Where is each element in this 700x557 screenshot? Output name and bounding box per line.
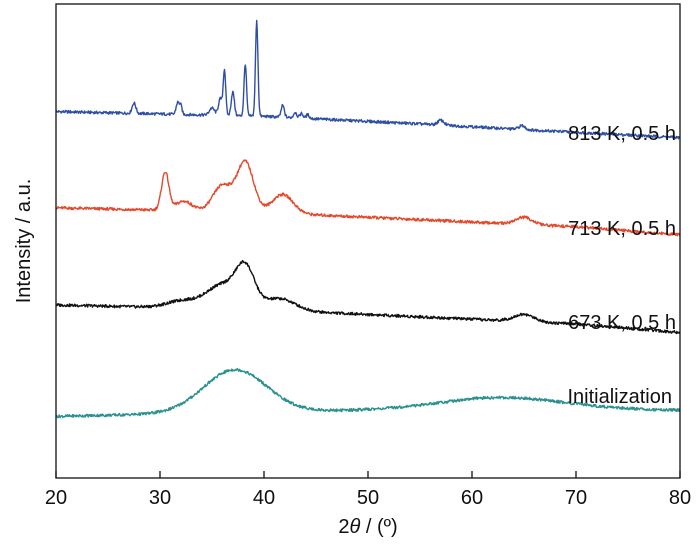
series-label-4: Initialization bbox=[567, 386, 672, 408]
series-line-4 bbox=[55, 367, 681, 419]
x-tick-label: 60 bbox=[461, 487, 483, 509]
series-label-1: 813 K, 0.5 h bbox=[568, 123, 676, 145]
x-tick-label: 70 bbox=[565, 487, 587, 509]
series-line-2 bbox=[55, 159, 681, 237]
series-label-2: 713 K, 0.5 h bbox=[568, 218, 676, 240]
series-labels: 813 K, 0.5 h 713 K, 0.5 h 673 K, 0.5 h Init… bbox=[567, 123, 676, 408]
x-axis-ticks bbox=[55, 471, 681, 478]
x-tick-label: 30 bbox=[149, 487, 171, 509]
y-axis-title: Intensity / a.u. bbox=[13, 179, 35, 304]
x-tick-label: 80 bbox=[669, 487, 691, 509]
x-axis-tick-labels: 20 30 40 50 60 70 80 bbox=[45, 487, 691, 509]
x-tick-label: 40 bbox=[253, 487, 275, 509]
x-tick-label: 50 bbox=[357, 487, 379, 509]
series-line-1 bbox=[55, 19, 681, 140]
x-axis-title: 2θ / (º) bbox=[338, 516, 397, 538]
x-tick-label: 20 bbox=[45, 487, 67, 509]
series-label-3: 673 K, 0.5 h bbox=[568, 312, 676, 334]
series-line-3 bbox=[55, 259, 681, 335]
plot-lines bbox=[55, 19, 681, 419]
